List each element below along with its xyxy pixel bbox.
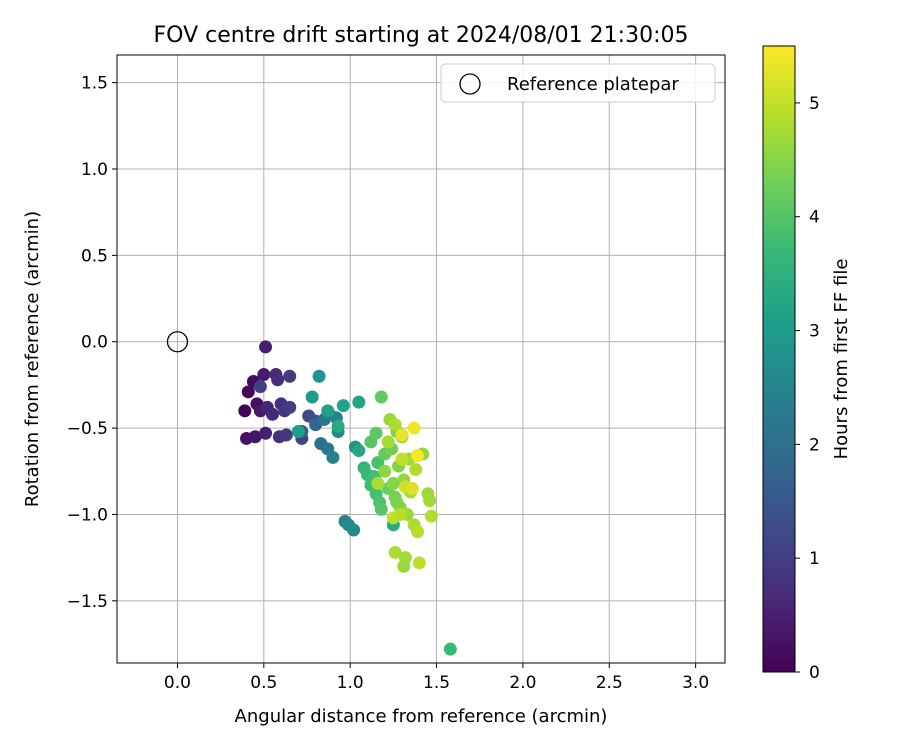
y-tick-label: −1.5 [67, 592, 108, 612]
data-point [265, 407, 279, 421]
data-point [397, 559, 411, 573]
colorbar-tick-label: 3 [809, 322, 820, 342]
data-point [388, 545, 402, 559]
data-point [241, 385, 255, 399]
data-point [381, 435, 395, 449]
colorbar-ticks: 0 1 2 3 4 5 [795, 94, 820, 683]
data-point [321, 404, 335, 418]
data-point [331, 419, 345, 433]
colorbar-tick-label: 4 [809, 208, 820, 228]
data-point [409, 463, 423, 477]
data-point [386, 476, 400, 490]
data-point [395, 452, 409, 466]
data-point [411, 525, 425, 539]
data-point [443, 642, 457, 656]
y-tick-label: 1.5 [81, 74, 108, 94]
chart-title: FOV centre drift starting at 2024/08/01 … [154, 23, 689, 48]
legend-label: Reference platepar [507, 74, 679, 95]
y-tick-label: −1.0 [67, 505, 108, 525]
data-points [238, 340, 457, 656]
colorbar-tick-label: 1 [809, 549, 820, 569]
data-point [312, 369, 326, 383]
colorbar-gradient [762, 45, 796, 673]
data-point [257, 368, 271, 382]
data-point [423, 494, 437, 508]
x-tick-label: 2.5 [596, 673, 623, 693]
data-point [305, 390, 319, 404]
colorbar-tick-label: 5 [809, 94, 820, 114]
data-point [279, 428, 293, 442]
x-axis-label: Angular distance from reference (arcmin) [235, 706, 608, 727]
data-point [326, 450, 340, 464]
x-tick-label: 2.0 [509, 673, 536, 693]
legend: Reference platepar [440, 63, 716, 103]
reference-marker [166, 331, 189, 353]
data-point [371, 456, 385, 470]
data-point [259, 340, 273, 354]
y-tick-label: 0.0 [81, 333, 108, 353]
data-point [352, 395, 366, 409]
legend-marker-icon [459, 73, 481, 95]
data-point [386, 511, 400, 525]
data-point [411, 449, 425, 463]
y-tick-label: 0.5 [81, 246, 108, 266]
data-point [283, 400, 297, 414]
x-tick-label: 3.0 [682, 673, 709, 693]
data-point [405, 482, 419, 496]
y-tick-label: 1.0 [81, 160, 108, 180]
x-tick-label: 1.0 [337, 673, 364, 693]
data-point [352, 444, 366, 458]
data-point [291, 425, 305, 439]
colorbar-tick-label: 0 [809, 663, 820, 683]
data-point [347, 523, 361, 537]
data-point [388, 418, 402, 432]
y-axis-ticks: 1.5 1.0 0.5 0.0 −0.5 −1.0 −1.5 [67, 74, 117, 612]
data-point [390, 495, 404, 509]
data-point [371, 476, 385, 490]
data-point [336, 399, 350, 413]
data-point [378, 464, 392, 478]
x-tick-label: 1.5 [423, 673, 450, 693]
data-point [412, 556, 426, 570]
x-tick-label: 0.0 [164, 673, 191, 693]
data-point [424, 509, 438, 523]
legend-box [440, 63, 716, 103]
data-point [238, 404, 252, 418]
colorbar-tick-label: 2 [809, 435, 820, 455]
data-point [407, 421, 421, 435]
colorbar: 0 1 2 3 4 5 Hours from first FF file [762, 45, 852, 683]
y-axis-label: Rotation from reference (arcmin) [22, 211, 43, 507]
data-point [369, 426, 383, 440]
plot-frame [116, 54, 726, 664]
data-point [374, 502, 388, 516]
data-point [248, 430, 262, 444]
data-point [253, 380, 267, 394]
data-point [374, 390, 388, 404]
grid-lines [117, 55, 725, 663]
data-point [395, 428, 409, 442]
data-point [259, 426, 273, 440]
x-axis-ticks: 0.0 0.5 1.0 1.5 2.0 2.5 3.0 [164, 663, 709, 693]
data-point [271, 373, 285, 387]
reference-point [166, 331, 189, 353]
y-tick-label: −0.5 [67, 419, 108, 439]
x-tick-label: 0.5 [250, 673, 277, 693]
colorbar-label: Hours from first FF file [831, 259, 852, 460]
data-point [283, 369, 297, 383]
